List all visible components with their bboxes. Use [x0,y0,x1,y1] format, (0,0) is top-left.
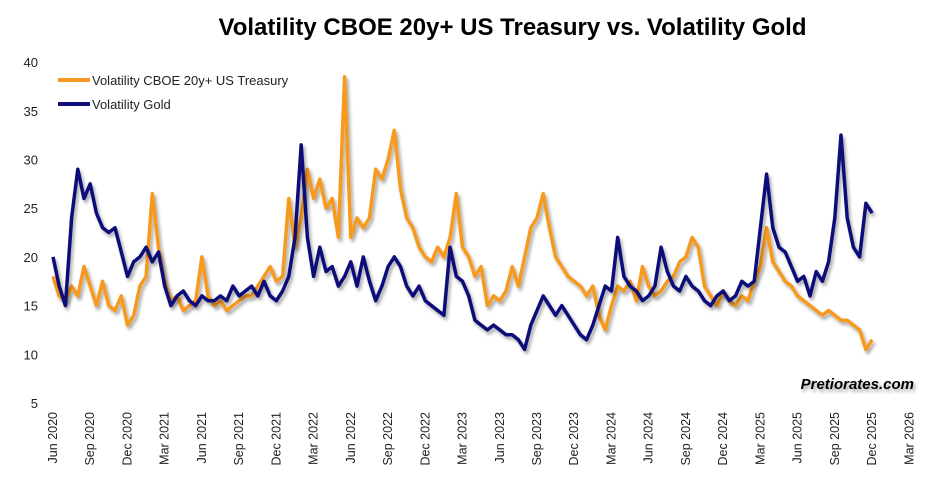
x-tick-label: Jun 2024 [642,412,656,463]
x-tick-label: Sep 2024 [679,412,693,466]
chart-title: Volatility CBOE 20y+ US Treasury vs. Vol… [218,14,807,41]
y-tick-label: 30 [24,153,38,168]
x-tick-label: Dec 2022 [418,412,432,466]
x-tick-label: Dec 2025 [865,412,879,466]
x-tick-label: Sep 2025 [828,412,842,466]
y-tick-label: 20 [24,250,38,265]
y-axis: 5 10 15 20 25 30 35 40 [24,55,38,411]
y-tick-label: 5 [31,396,38,411]
x-tick-label: Mar 2025 [753,412,767,465]
x-tick-label: Jun 2020 [46,412,60,463]
series-line-treasury [51,74,874,352]
x-tick-label: Dec 2023 [567,412,581,466]
y-tick-label: 35 [24,104,38,119]
x-tick-label: Sep 2022 [381,412,395,466]
x-tick-label: Sep 2020 [83,412,97,466]
watermark: Pretiorates.com [801,376,914,393]
y-tick-label: 10 [24,347,38,362]
x-tick-label: Jun 2025 [791,412,805,463]
x-tick-label: Mar 2021 [158,412,172,465]
legend: Volatility CBOE 20y+ US Treasury Volatili… [58,73,289,112]
x-tick-label: Jun 2022 [344,412,358,463]
x-tick-label: Dec 2021 [269,412,283,466]
x-tick-label: Jun 2021 [195,412,209,463]
legend-label: Volatility CBOE 20y+ US Treasury [92,73,289,88]
x-tick-label: Jun 2023 [493,412,507,463]
x-axis: Jun 2020 Sep 2020 Dec 2020 Mar 2021 Jun 2021… [46,412,916,466]
y-tick-label: 40 [24,55,38,70]
series-line-gold [51,133,874,352]
x-tick-label: Dec 2020 [120,412,134,466]
legend-label: Volatility Gold [92,97,171,112]
x-tick-label: Mar 2024 [604,412,618,465]
y-tick-label: 15 [24,299,38,314]
x-tick-label: Sep 2021 [232,412,246,466]
x-tick-label: Mar 2022 [307,412,321,465]
x-tick-label: Sep 2023 [530,412,544,466]
x-tick-label: Dec 2024 [716,412,730,466]
legend-item: Volatility Gold [58,97,171,112]
series-lines [51,74,874,352]
legend-item: Volatility CBOE 20y+ US Treasury [58,73,289,88]
x-tick-label: Mar 2026 [902,412,916,465]
y-tick-label: 25 [24,201,38,216]
x-tick-label: Mar 2023 [456,412,470,465]
